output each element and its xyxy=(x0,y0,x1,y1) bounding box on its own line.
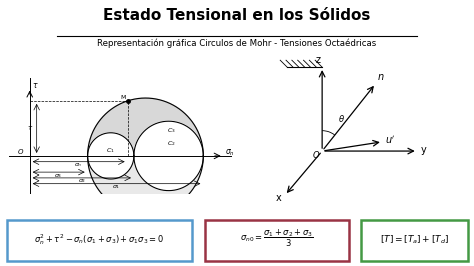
Text: $\theta$: $\theta$ xyxy=(338,113,346,124)
Text: $\sigma_n$: $\sigma_n$ xyxy=(74,161,83,169)
Text: $O$: $O$ xyxy=(311,149,320,160)
FancyBboxPatch shape xyxy=(205,220,349,261)
Text: $C_2$: $C_2$ xyxy=(167,139,176,148)
Text: $\sigma_{n0} = \dfrac{\sigma_1 + \sigma_2 + \sigma_3}{3}$: $\sigma_{n0} = \dfrac{\sigma_1 + \sigma_… xyxy=(240,228,314,249)
Text: $\sigma_n$: $\sigma_n$ xyxy=(225,148,235,158)
Text: $C_1$: $C_1$ xyxy=(106,147,115,155)
Text: x: x xyxy=(275,193,281,203)
Text: $[T] = [T_a] + [T_d]$: $[T] = [T_a] + [T_d]$ xyxy=(380,234,449,246)
Wedge shape xyxy=(88,98,203,156)
Circle shape xyxy=(88,133,134,179)
Circle shape xyxy=(134,121,203,191)
Text: Estado Tensional en los Sólidos: Estado Tensional en los Sólidos xyxy=(103,8,371,23)
Text: z: z xyxy=(315,55,320,65)
Text: $\sigma_3$: $\sigma_3$ xyxy=(55,172,63,180)
Text: $\sigma_2$: $\sigma_2$ xyxy=(78,177,86,185)
Text: $\sigma_n^2 + \tau^2 - \sigma_n(\sigma_1 + \sigma_3) + \sigma_1\sigma_3 = 0$: $\sigma_n^2 + \tau^2 - \sigma_n(\sigma_1… xyxy=(35,232,164,247)
FancyBboxPatch shape xyxy=(7,220,192,261)
Text: Representación gráfica Circulos de Mohr - Tensiones Octaédricas: Representación gráfica Circulos de Mohr … xyxy=(97,39,377,48)
Text: $C_3$: $C_3$ xyxy=(167,126,176,135)
Circle shape xyxy=(88,133,134,179)
Text: $\tau$: $\tau$ xyxy=(27,124,33,132)
Text: y: y xyxy=(421,146,427,155)
Text: $\sigma_1$: $\sigma_1$ xyxy=(112,183,121,191)
Wedge shape xyxy=(88,156,203,214)
Circle shape xyxy=(134,121,203,191)
Text: $u'$: $u'$ xyxy=(385,134,395,146)
Text: $\tau$: $\tau$ xyxy=(32,81,39,90)
Text: M: M xyxy=(120,95,126,99)
Text: n: n xyxy=(378,72,384,82)
Text: $O$: $O$ xyxy=(17,147,24,156)
FancyBboxPatch shape xyxy=(361,220,468,261)
